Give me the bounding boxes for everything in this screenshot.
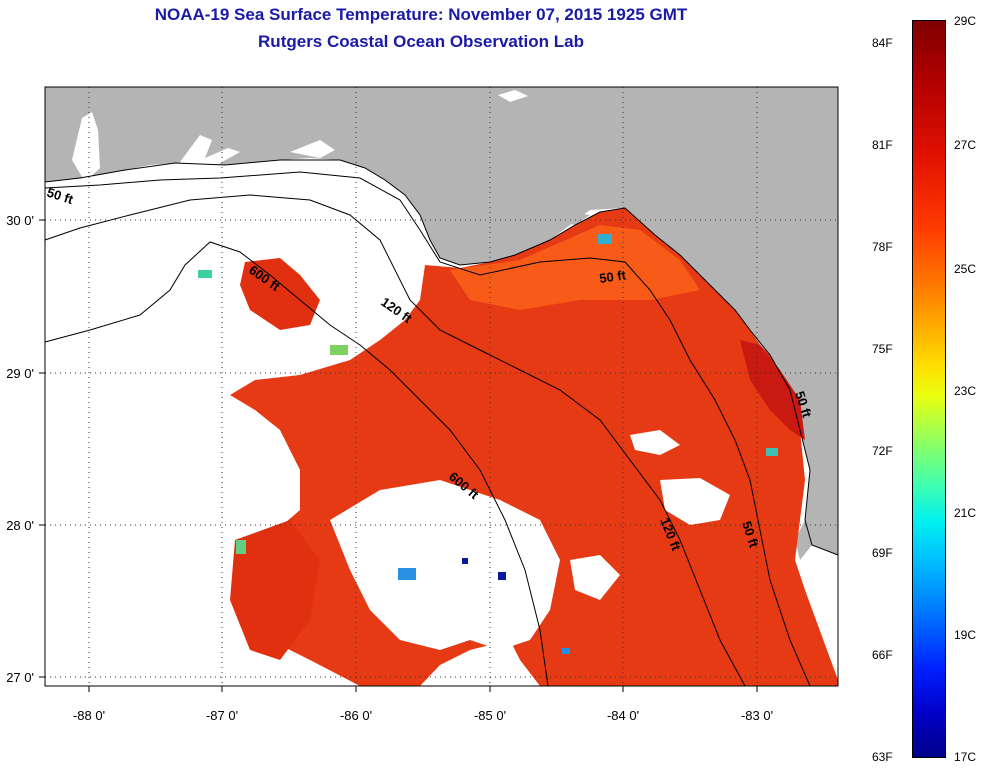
lon-label: -86 0': [340, 708, 372, 723]
colorbar-c-label: 27C: [954, 138, 977, 152]
temperature-colorbar: [912, 20, 946, 758]
lat-label: 30 0': [6, 213, 34, 228]
map-subtitle: Rutgers Coastal Ocean Observation Lab: [258, 32, 584, 51]
land-patch: [560, 213, 590, 225]
colorbar-f-label: 63F: [872, 750, 893, 764]
lat-label: 28 0': [6, 518, 34, 533]
colorbar-f-label: 84F: [872, 36, 893, 50]
sst-orange-band: [450, 225, 700, 310]
cloud-mid: [630, 430, 680, 455]
cloud-east: [660, 478, 730, 525]
colorbar-f-label: 75F: [872, 342, 893, 356]
mobile-bay: [72, 112, 100, 182]
sst-west-patch: [240, 258, 320, 330]
land-area: [45, 87, 838, 560]
map-frame: [44, 86, 839, 687]
pensacola-bay: [180, 135, 240, 166]
axis-ticks: [39, 219, 758, 692]
colorbar-c-label: 19C: [954, 628, 977, 642]
sst-southwest-patch: [230, 520, 320, 660]
map-title: NOAA-19 Sea Surface Temperature: Novembe…: [154, 5, 688, 24]
contour-600ft: [44, 241, 549, 687]
lon-label: -85 0': [474, 708, 506, 723]
coastline: [44, 159, 839, 556]
cloud-south: [330, 480, 560, 650]
colorbar-c-label: 23C: [954, 384, 977, 398]
lake-white: [498, 90, 528, 102]
contour-120ft: [44, 194, 746, 687]
choctawhatchee-bay: [290, 140, 335, 158]
cool-speckles: [198, 234, 778, 654]
colorbar-c-label: 29C: [954, 14, 977, 28]
lon-label: -88 0': [73, 708, 105, 723]
contour-label: 50 ft: [598, 267, 627, 286]
colorbar-f-label: 72F: [872, 444, 893, 458]
colorbar-f-label: 81F: [872, 138, 893, 152]
colorbar-c-label: 17C: [954, 750, 977, 764]
graticule: [45, 87, 838, 686]
lat-label: 27 0': [6, 670, 34, 685]
cloud-south-east: [570, 555, 620, 600]
colorbar-f-label: 69F: [872, 546, 893, 560]
colorbar-f-label: 78F: [872, 240, 893, 254]
colorbar-c-label: 25C: [954, 262, 977, 276]
lon-label: -87 0': [206, 708, 238, 723]
lon-label: -84 0': [607, 708, 639, 723]
sst-hot-coast: [740, 340, 805, 440]
lon-label: -83 0': [741, 708, 773, 723]
colorbar-f-label: 66F: [872, 648, 893, 662]
contour-50ft: [44, 171, 811, 687]
colorbar-c-label: 21C: [954, 506, 977, 520]
lat-label: 29 0': [6, 366, 34, 381]
